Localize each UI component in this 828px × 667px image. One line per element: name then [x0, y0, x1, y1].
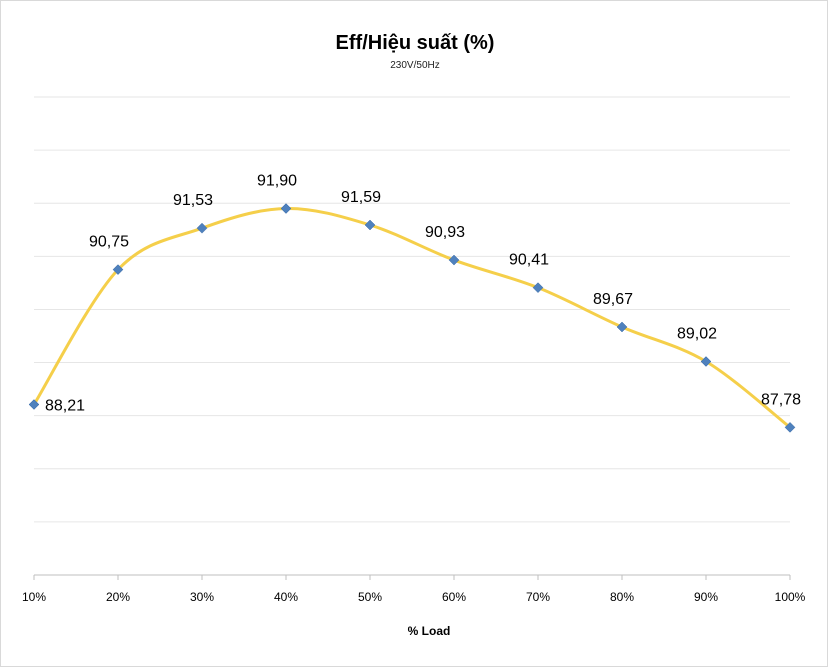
gridlines	[34, 96, 790, 523]
data-point	[700, 356, 712, 367]
chart-subtitle: 230V/50Hz	[390, 60, 439, 71]
data-label: 90,41	[509, 252, 549, 269]
data-label: 91,59	[341, 189, 381, 206]
x-tick-label: 40%	[274, 590, 298, 604]
data-point	[616, 321, 628, 333]
data-label: 88,21	[45, 398, 85, 415]
x-tick-label: 80%	[610, 590, 634, 604]
data-label: 90,93	[425, 224, 465, 241]
data-label: 87,78	[761, 391, 801, 408]
data-point	[532, 282, 544, 294]
chart-title: Eff/Hiệu suất (%)	[336, 32, 495, 54]
x-tick-label: 70%	[526, 590, 550, 604]
x-tick-label: 60%	[442, 590, 466, 604]
series-eff: 88,21 90,75 91,53 91,90 91,59 90,93 90,41 89,67…	[28, 173, 801, 433]
data-label: 91,53	[173, 192, 213, 209]
x-axis-title: % Load	[408, 624, 451, 638]
data-point	[784, 421, 796, 433]
x-tick-label: 30%	[190, 590, 214, 604]
series-line	[32, 207, 792, 429]
data-label: 90,75	[89, 234, 129, 251]
data-point	[364, 219, 376, 231]
watermark-logo: PCMAG.VN	[723, 638, 815, 657]
x-axis: 10% 20% 30% 40% 50% 60% 70% 80% 90% 100%	[22, 574, 806, 604]
data-point	[28, 399, 40, 410]
data-point	[112, 264, 124, 275]
x-tick-label: 20%	[106, 590, 130, 604]
data-point	[448, 254, 460, 266]
data-label: 89,02	[677, 325, 717, 342]
data-point	[280, 203, 292, 214]
x-tick-label: 100%	[775, 590, 806, 604]
data-label: 91,90	[257, 173, 297, 190]
x-tick-label: 10%	[22, 590, 46, 604]
data-label: 89,67	[593, 291, 633, 308]
x-tick-label: 90%	[694, 590, 718, 604]
data-point	[196, 222, 208, 234]
x-tick-label: 50%	[358, 590, 382, 604]
